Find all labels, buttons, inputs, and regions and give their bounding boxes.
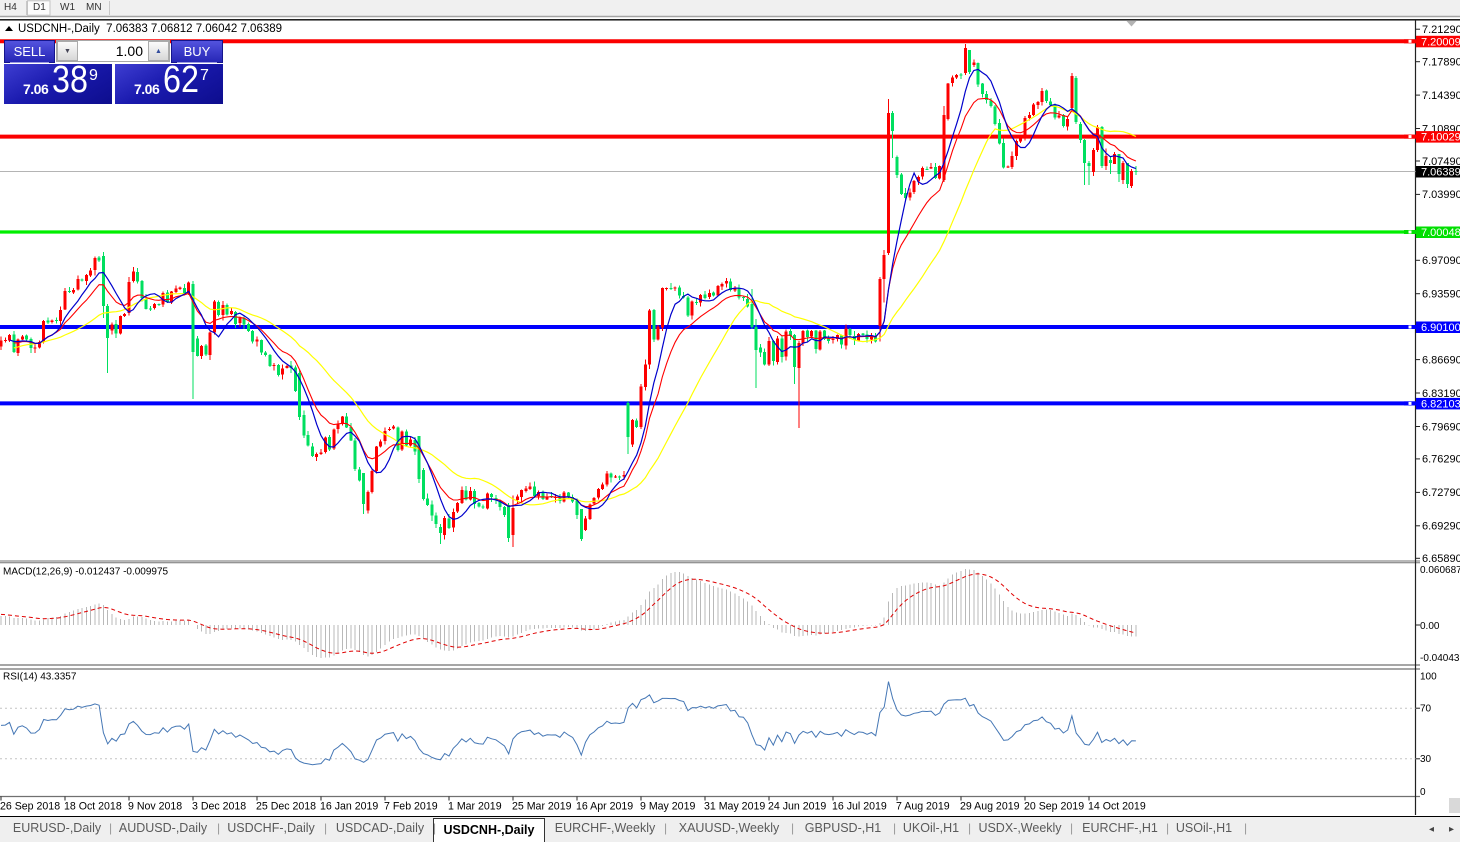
svg-text:6.90100: 6.90100 [1421, 322, 1460, 334]
svg-text:USDCNH-,Daily 7.06383 7.06812: USDCNH-,Daily 7.06383 7.06812 7.06042 7.… [18, 23, 282, 35]
svg-text:1 Mar 2019: 1 Mar 2019 [448, 801, 502, 813]
svg-text:29 Aug 2019: 29 Aug 2019 [960, 801, 1020, 813]
svg-text:7.10029: 7.10029 [1421, 132, 1460, 144]
svg-text:6.76290: 6.76290 [1422, 454, 1460, 466]
svg-text:6.93590: 6.93590 [1422, 289, 1460, 301]
svg-text:6.65890: 6.65890 [1422, 553, 1460, 565]
svg-text:3 Dec 2018: 3 Dec 2018 [192, 801, 246, 813]
svg-text:-0.040432: -0.040432 [1420, 653, 1460, 664]
svg-text:25 Dec 2018: 25 Dec 2018 [256, 801, 316, 813]
svg-text:24 Jun 2019: 24 Jun 2019 [768, 801, 826, 813]
svg-text:18 Oct 2018: 18 Oct 2018 [64, 801, 122, 813]
svg-text:6.82103: 6.82103 [1421, 398, 1460, 410]
svg-text:25 Mar 2019: 25 Mar 2019 [512, 801, 572, 813]
svg-text:7.03990: 7.03990 [1422, 189, 1460, 201]
svg-text:26 Sep 2018: 26 Sep 2018 [0, 801, 60, 813]
svg-text:7.00048: 7.00048 [1421, 227, 1460, 239]
svg-text:16 Jan 2019: 16 Jan 2019 [320, 801, 378, 813]
svg-text:MACD(12,26,9) -0.012437 -0.009: MACD(12,26,9) -0.012437 -0.009975 [3, 567, 169, 578]
svg-text:14 Oct 2019: 14 Oct 2019 [1088, 801, 1146, 813]
svg-text:30: 30 [1420, 754, 1432, 765]
svg-text:D1: D1 [33, 2, 46, 13]
svg-text:7.17890: 7.17890 [1422, 57, 1460, 69]
svg-text:7.20009: 7.20009 [1421, 36, 1460, 48]
svg-text:H4: H4 [4, 2, 17, 13]
svg-text:6.86690: 6.86690 [1422, 354, 1460, 366]
svg-text:6.83190: 6.83190 [1422, 388, 1460, 400]
svg-text:RSI(14) 43.3357: RSI(14) 43.3357 [3, 672, 77, 683]
svg-text:7.07490: 7.07490 [1422, 156, 1460, 168]
svg-text:0.00: 0.00 [1420, 621, 1440, 632]
svg-text:W1: W1 [60, 2, 75, 13]
svg-text:6.72790: 6.72790 [1422, 487, 1460, 499]
svg-text:9 May 2019: 9 May 2019 [640, 801, 695, 813]
svg-text:9 Nov 2018: 9 Nov 2018 [128, 801, 182, 813]
svg-text:0.060687: 0.060687 [1420, 565, 1460, 576]
svg-text:MN: MN [86, 2, 102, 13]
svg-text:6.97090: 6.97090 [1422, 255, 1460, 267]
svg-text:31 May 2019: 31 May 2019 [704, 801, 765, 813]
svg-text:16 Apr 2019: 16 Apr 2019 [576, 801, 633, 813]
svg-text:20 Sep 2019: 20 Sep 2019 [1024, 801, 1084, 813]
svg-text:6.69290: 6.69290 [1422, 521, 1460, 533]
svg-text:6.79690: 6.79690 [1422, 421, 1460, 433]
svg-text:16 Jul 2019: 16 Jul 2019 [832, 801, 887, 813]
svg-text:7.14390: 7.14390 [1422, 90, 1460, 102]
svg-text:100: 100 [1420, 672, 1437, 683]
svg-text:7.21290: 7.21290 [1422, 24, 1460, 36]
svg-text:7.06389: 7.06389 [1421, 167, 1460, 179]
svg-text:70: 70 [1420, 704, 1432, 715]
svg-text:7 Aug 2019: 7 Aug 2019 [896, 801, 950, 813]
svg-text:7 Feb 2019: 7 Feb 2019 [384, 801, 438, 813]
svg-text:0: 0 [1420, 787, 1426, 798]
